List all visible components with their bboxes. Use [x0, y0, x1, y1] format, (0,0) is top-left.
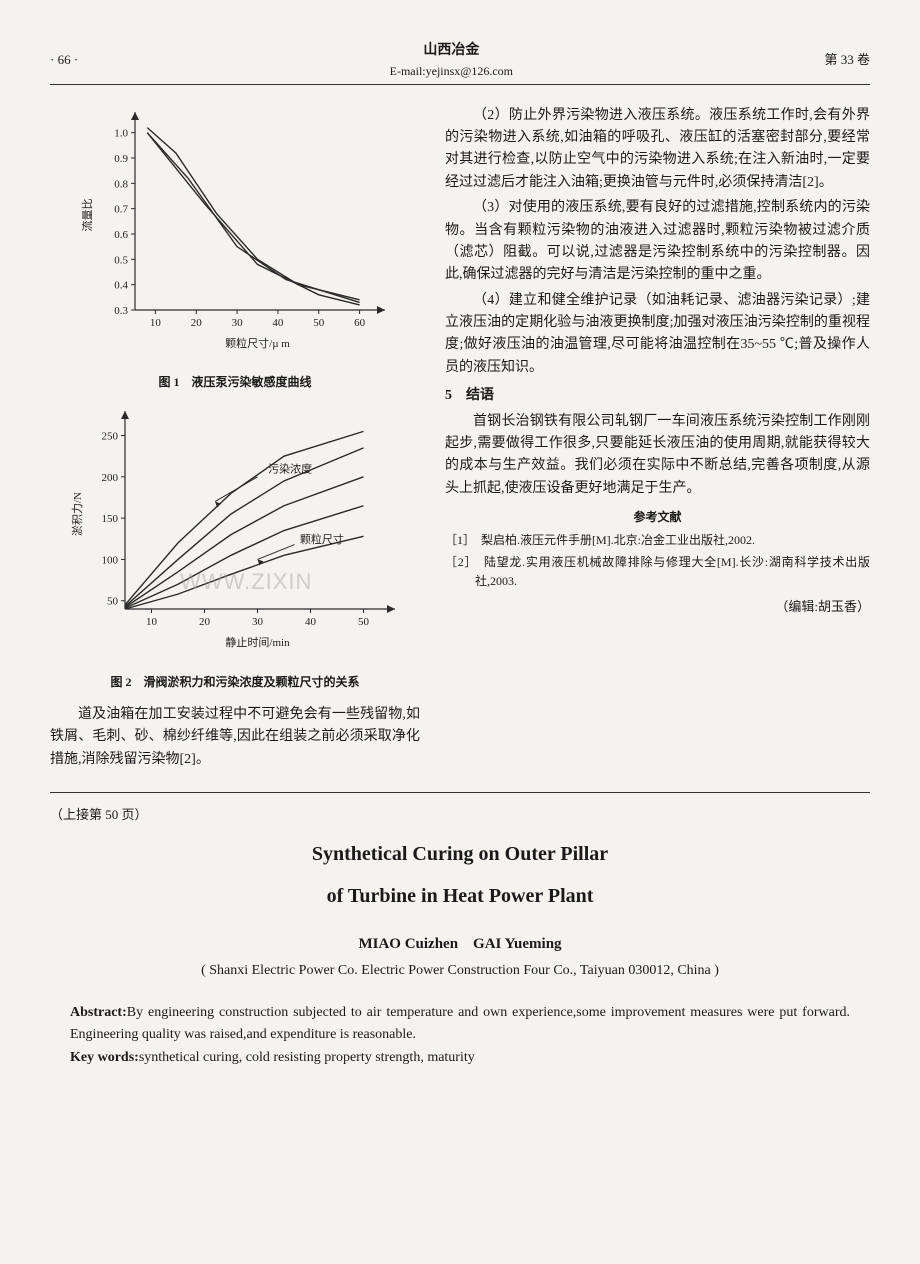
issue-number: 第 33 卷 — [824, 50, 870, 71]
svg-text:静止时间/min: 静止时间/min — [225, 635, 290, 649]
svg-text:10: 10 — [150, 317, 162, 329]
svg-text:流量比: 流量比 — [80, 198, 94, 231]
svg-text:100: 100 — [102, 555, 119, 567]
svg-text:50: 50 — [107, 596, 119, 608]
svg-text:200: 200 — [102, 472, 119, 484]
svg-text:0.4: 0.4 — [114, 279, 128, 291]
page-number: · 66 · — [50, 50, 78, 71]
reference-2: ［2］ 陆望龙.实用液压机械故障排除与修理大全[M].长沙:湖南科学技术出版社,… — [445, 553, 870, 591]
section-5-head: 5 结语 — [445, 385, 870, 407]
chart2-caption: 图 2 滑阀淤积力和污染浓度及颗粒尺寸的关系 — [50, 673, 420, 692]
svg-text:30: 30 — [232, 317, 244, 329]
svg-text:颗粒尺寸/µ m: 颗粒尺寸/µ m — [225, 336, 290, 350]
abstract-block: Abstract:By engineering construction sub… — [70, 1002, 850, 1069]
chart2: 50 100 150 200 250 10 20 30 40 50 静止时间/min 淤积力/N 污染浓… — [65, 404, 405, 654]
svg-text:0.9: 0.9 — [114, 153, 128, 165]
header-center: 山西冶金 E-mail:yejinsx@126.com — [390, 40, 513, 82]
svg-text:10: 10 — [146, 616, 158, 628]
svg-text:污染浓度: 污染浓度 — [268, 462, 312, 476]
svg-text:0.7: 0.7 — [114, 203, 128, 215]
para-3: （3）对使用的液压系统,要有良好的过滤措施,控制系统内的污染物。当含有颗粒污染物… — [445, 197, 870, 287]
reference-1: ［1］ 梨启柏.液压元件手册[M].北京:冶金工业出版社,2002. — [445, 531, 870, 550]
chart1-caption: 图 1 液压泵污染敏感度曲线 — [50, 373, 420, 392]
svg-text:30: 30 — [252, 616, 264, 628]
chart1-wrap: 0.3 0.4 0.5 0.6 0.7 0.8 0.9 1.0 10 20 30 40 50 60 颗粒尺寸… — [50, 105, 420, 363]
svg-text:淤积力/N: 淤积力/N — [71, 492, 84, 536]
svg-text:40: 40 — [305, 616, 317, 628]
svg-text:50: 50 — [358, 616, 370, 628]
conclusion-text: 首钢长治钢铁有限公司轧钢厂一车间液压系统污染控制工作刚刚起步,需要做得工作很多,… — [445, 411, 870, 501]
page-header: · 66 · 山西冶金 E-mail:yejinsx@126.com 第 33 … — [50, 40, 870, 85]
para-2: （2）防止外界污染物进入液压系统。液压系统工作时,会有外界的污染物进入系统,如油… — [445, 105, 870, 195]
continued-note: （上接第 50 页） — [50, 805, 870, 826]
references-title: 参考文献 — [445, 508, 870, 527]
abstract-text: By engineering construction subjected to… — [70, 1005, 864, 1042]
para-4: （4）建立和健全维护记录（如油耗记录、滤油器污染记录）;建立液压油的定期化验与油… — [445, 290, 870, 380]
english-title-line1: Synthetical Curing on Outer Pillar — [50, 838, 870, 870]
svg-text:20: 20 — [191, 317, 203, 329]
section-divider — [50, 792, 870, 793]
editor-credit: （编辑:胡玉香） — [445, 597, 870, 618]
svg-text:0.6: 0.6 — [114, 229, 128, 241]
svg-text:20: 20 — [199, 616, 211, 628]
svg-text:50: 50 — [313, 317, 325, 329]
english-authors: MIAO Cuizhen GAI Yueming — [50, 932, 870, 956]
svg-text:1.0: 1.0 — [114, 127, 128, 139]
keywords-text: synthetical curing, cold resisting prope… — [139, 1050, 475, 1065]
abstract-label: Abstract: — [70, 1005, 127, 1020]
svg-text:60: 60 — [354, 317, 366, 329]
svg-text:0.8: 0.8 — [114, 178, 128, 190]
svg-text:150: 150 — [102, 513, 119, 525]
svg-text:40: 40 — [272, 317, 284, 329]
journal-email: E-mail:yejinsx@126.com — [390, 62, 513, 81]
chart2-wrap: 50 100 150 200 250 10 20 30 40 50 静止时间/min 淤积力/N 污染浓… — [50, 404, 420, 662]
left-body-text: 道及油箱在加工安装过程中不可避免会有一些残留物,如铁屑、毛刺、砂、棉纱纤维等,因… — [50, 704, 420, 771]
english-affiliation: ( Shanxi Electric Power Co. Electric Pow… — [50, 960, 870, 982]
keywords-label: Key words: — [70, 1050, 139, 1065]
svg-text:0.3: 0.3 — [114, 305, 128, 317]
right-column: （2）防止外界污染物进入液压系统。液压系统工作时,会有外界的污染物进入系统,如油… — [445, 105, 870, 774]
chart1: 0.3 0.4 0.5 0.6 0.7 0.8 0.9 1.0 10 20 30 40 50 60 颗粒尺寸… — [75, 105, 395, 355]
svg-text:0.5: 0.5 — [114, 254, 128, 266]
svg-text:颗粒尺寸: 颗粒尺寸 — [300, 532, 344, 546]
svg-text:250: 250 — [102, 431, 119, 443]
english-title-line2: of Turbine in Heat Power Plant — [50, 880, 870, 912]
journal-title: 山西冶金 — [390, 40, 513, 62]
left-column: 0.3 0.4 0.5 0.6 0.7 0.8 0.9 1.0 10 20 30 40 50 60 颗粒尺寸… — [50, 105, 420, 774]
